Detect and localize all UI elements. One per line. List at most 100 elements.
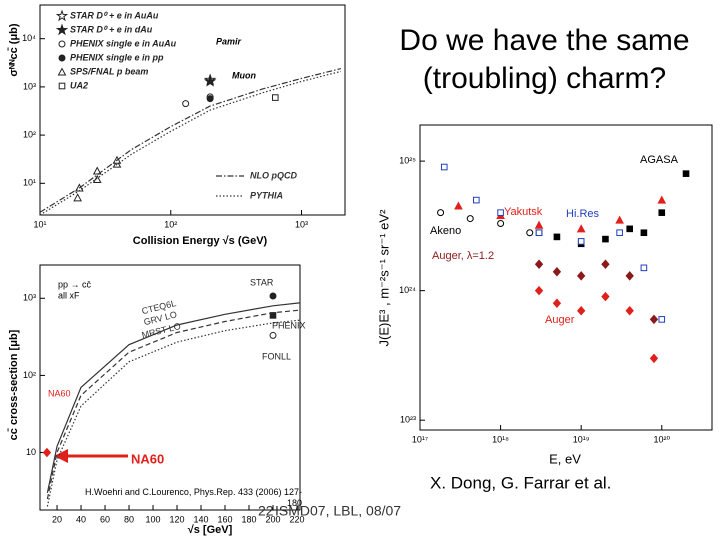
- x-tick-label: 140: [193, 514, 208, 524]
- citation: H.Woehri and C.Lourenco, Phys.Rep. 433 (…: [85, 487, 302, 508]
- y-tick-label: 10: [26, 447, 36, 457]
- data-point: [271, 94, 279, 101]
- data-point: [576, 224, 586, 233]
- legend-swatch: [58, 40, 66, 48]
- data-point: [640, 264, 648, 272]
- data-point: [552, 298, 562, 308]
- data-point: [454, 201, 463, 210]
- data-point: [682, 170, 690, 177]
- data-point: [497, 219, 505, 227]
- data-point: [42, 447, 52, 458]
- data-point: [616, 229, 623, 237]
- data-point: [626, 225, 634, 233]
- y-tick-label: 10³: [23, 81, 36, 91]
- credit: X. Dong, G. Farrar et al.: [430, 473, 611, 492]
- data-point: [182, 100, 190, 108]
- curve: [46, 319, 300, 507]
- annotation: Pamir: [216, 36, 242, 46]
- series-label: AGASA: [640, 154, 679, 166]
- y-tick-label: 10⁴: [22, 33, 36, 43]
- data-point: [577, 271, 586, 281]
- curve: [46, 302, 300, 494]
- data-point: [649, 353, 659, 364]
- data-point: [534, 285, 544, 296]
- x-tick-label: 10¹⁷: [412, 434, 428, 444]
- data-point: [625, 271, 634, 281]
- plot-frame: [419, 124, 713, 431]
- series-label: Yakutsk: [504, 206, 543, 218]
- data-point: [552, 266, 562, 277]
- x-tick-label: 10³: [295, 219, 308, 229]
- data-point: [534, 259, 544, 269]
- series-label: PHENIX single e in pp: [70, 52, 164, 62]
- x-axis-title: Collision Energy √s (GeV): [133, 235, 268, 247]
- y-tick-label: 10²: [23, 129, 36, 139]
- data-point: [658, 209, 666, 216]
- curve: [39, 68, 342, 213]
- series-label: Auger, λ=1.2: [432, 250, 494, 262]
- y-axis-title: cc̄ cross-section [μb]: [8, 329, 20, 440]
- x-axis-title: E, eV: [549, 451, 581, 466]
- data-point: [473, 196, 480, 204]
- y-tick-label: 10²⁵: [399, 155, 416, 165]
- y-axis-title: σᴺᴺcc̄ (μb): [8, 23, 20, 76]
- data-point: [466, 215, 474, 223]
- x-tick-label: 120: [170, 514, 185, 524]
- x-tick-label: 220: [289, 514, 304, 524]
- data-point: [553, 233, 561, 241]
- series-label: STAR D⁰ + e in AuAu: [70, 10, 159, 20]
- series-label: UA2: [70, 80, 88, 90]
- series-label: PHENIX single e in AuAu: [70, 38, 177, 48]
- x-tick-label: 200: [265, 514, 280, 524]
- x-tick-label: 100: [146, 514, 161, 524]
- series-label: STAR: [250, 277, 274, 287]
- legend-swatch: [58, 54, 66, 62]
- data-point: [497, 209, 504, 216]
- y-tick-label: 10²: [23, 370, 36, 380]
- x-tick-label: 10²: [164, 219, 177, 229]
- x-axis-title: √s [GeV]: [188, 524, 233, 536]
- x-tick-label: 10¹: [33, 219, 46, 229]
- series-label: PHENIX: [272, 320, 306, 330]
- data-point: [535, 229, 543, 237]
- annotation: pp → cc̄: [58, 279, 92, 289]
- data-point: [440, 163, 448, 171]
- data-point: [92, 166, 102, 175]
- legend-swatch: [55, 9, 69, 22]
- callout-label: NA60: [131, 451, 164, 466]
- x-tick-label: 20: [52, 514, 62, 524]
- annotation: Muon: [232, 70, 256, 80]
- data-point: [269, 292, 277, 300]
- footer: ISMD07, LBL, 08/07: [275, 503, 401, 519]
- x-tick-label: 180: [241, 514, 256, 524]
- series-label: FONLL: [262, 351, 291, 361]
- legend-swatch: [55, 23, 69, 36]
- data-point: [534, 220, 544, 229]
- y-tick-label: 10²³: [400, 415, 416, 425]
- series-label: Hi.Res: [566, 208, 600, 220]
- x-tick-label: 10²⁰: [653, 434, 670, 444]
- curve: [46, 309, 300, 500]
- data-point: [615, 215, 624, 224]
- series-label: STAR D⁰ + e in dAu: [70, 24, 153, 34]
- callout-arrowhead: [54, 449, 68, 463]
- series-label: Akeno: [430, 225, 461, 237]
- data-point: [657, 195, 667, 204]
- data-point: [602, 235, 609, 243]
- series-label: PYTHIA: [250, 190, 283, 200]
- series-label: SPS/FNAL p beam: [70, 66, 148, 76]
- y-tick-label: 10²⁴: [399, 285, 416, 295]
- data-point: [203, 74, 217, 87]
- data-point: [206, 95, 214, 103]
- data-point: [625, 305, 634, 316]
- y-axis-title: J(E)E³ , m⁻²s⁻¹ sr⁻¹ eV²: [376, 209, 391, 347]
- series-label: NA60: [48, 388, 71, 398]
- x-tick-label: 80: [124, 514, 134, 524]
- page-number: 22: [258, 503, 274, 519]
- data-point: [658, 316, 666, 323]
- data-point: [92, 174, 102, 183]
- y-tick-label: 10³: [23, 293, 36, 303]
- series-label: NLO pQCD: [250, 170, 297, 180]
